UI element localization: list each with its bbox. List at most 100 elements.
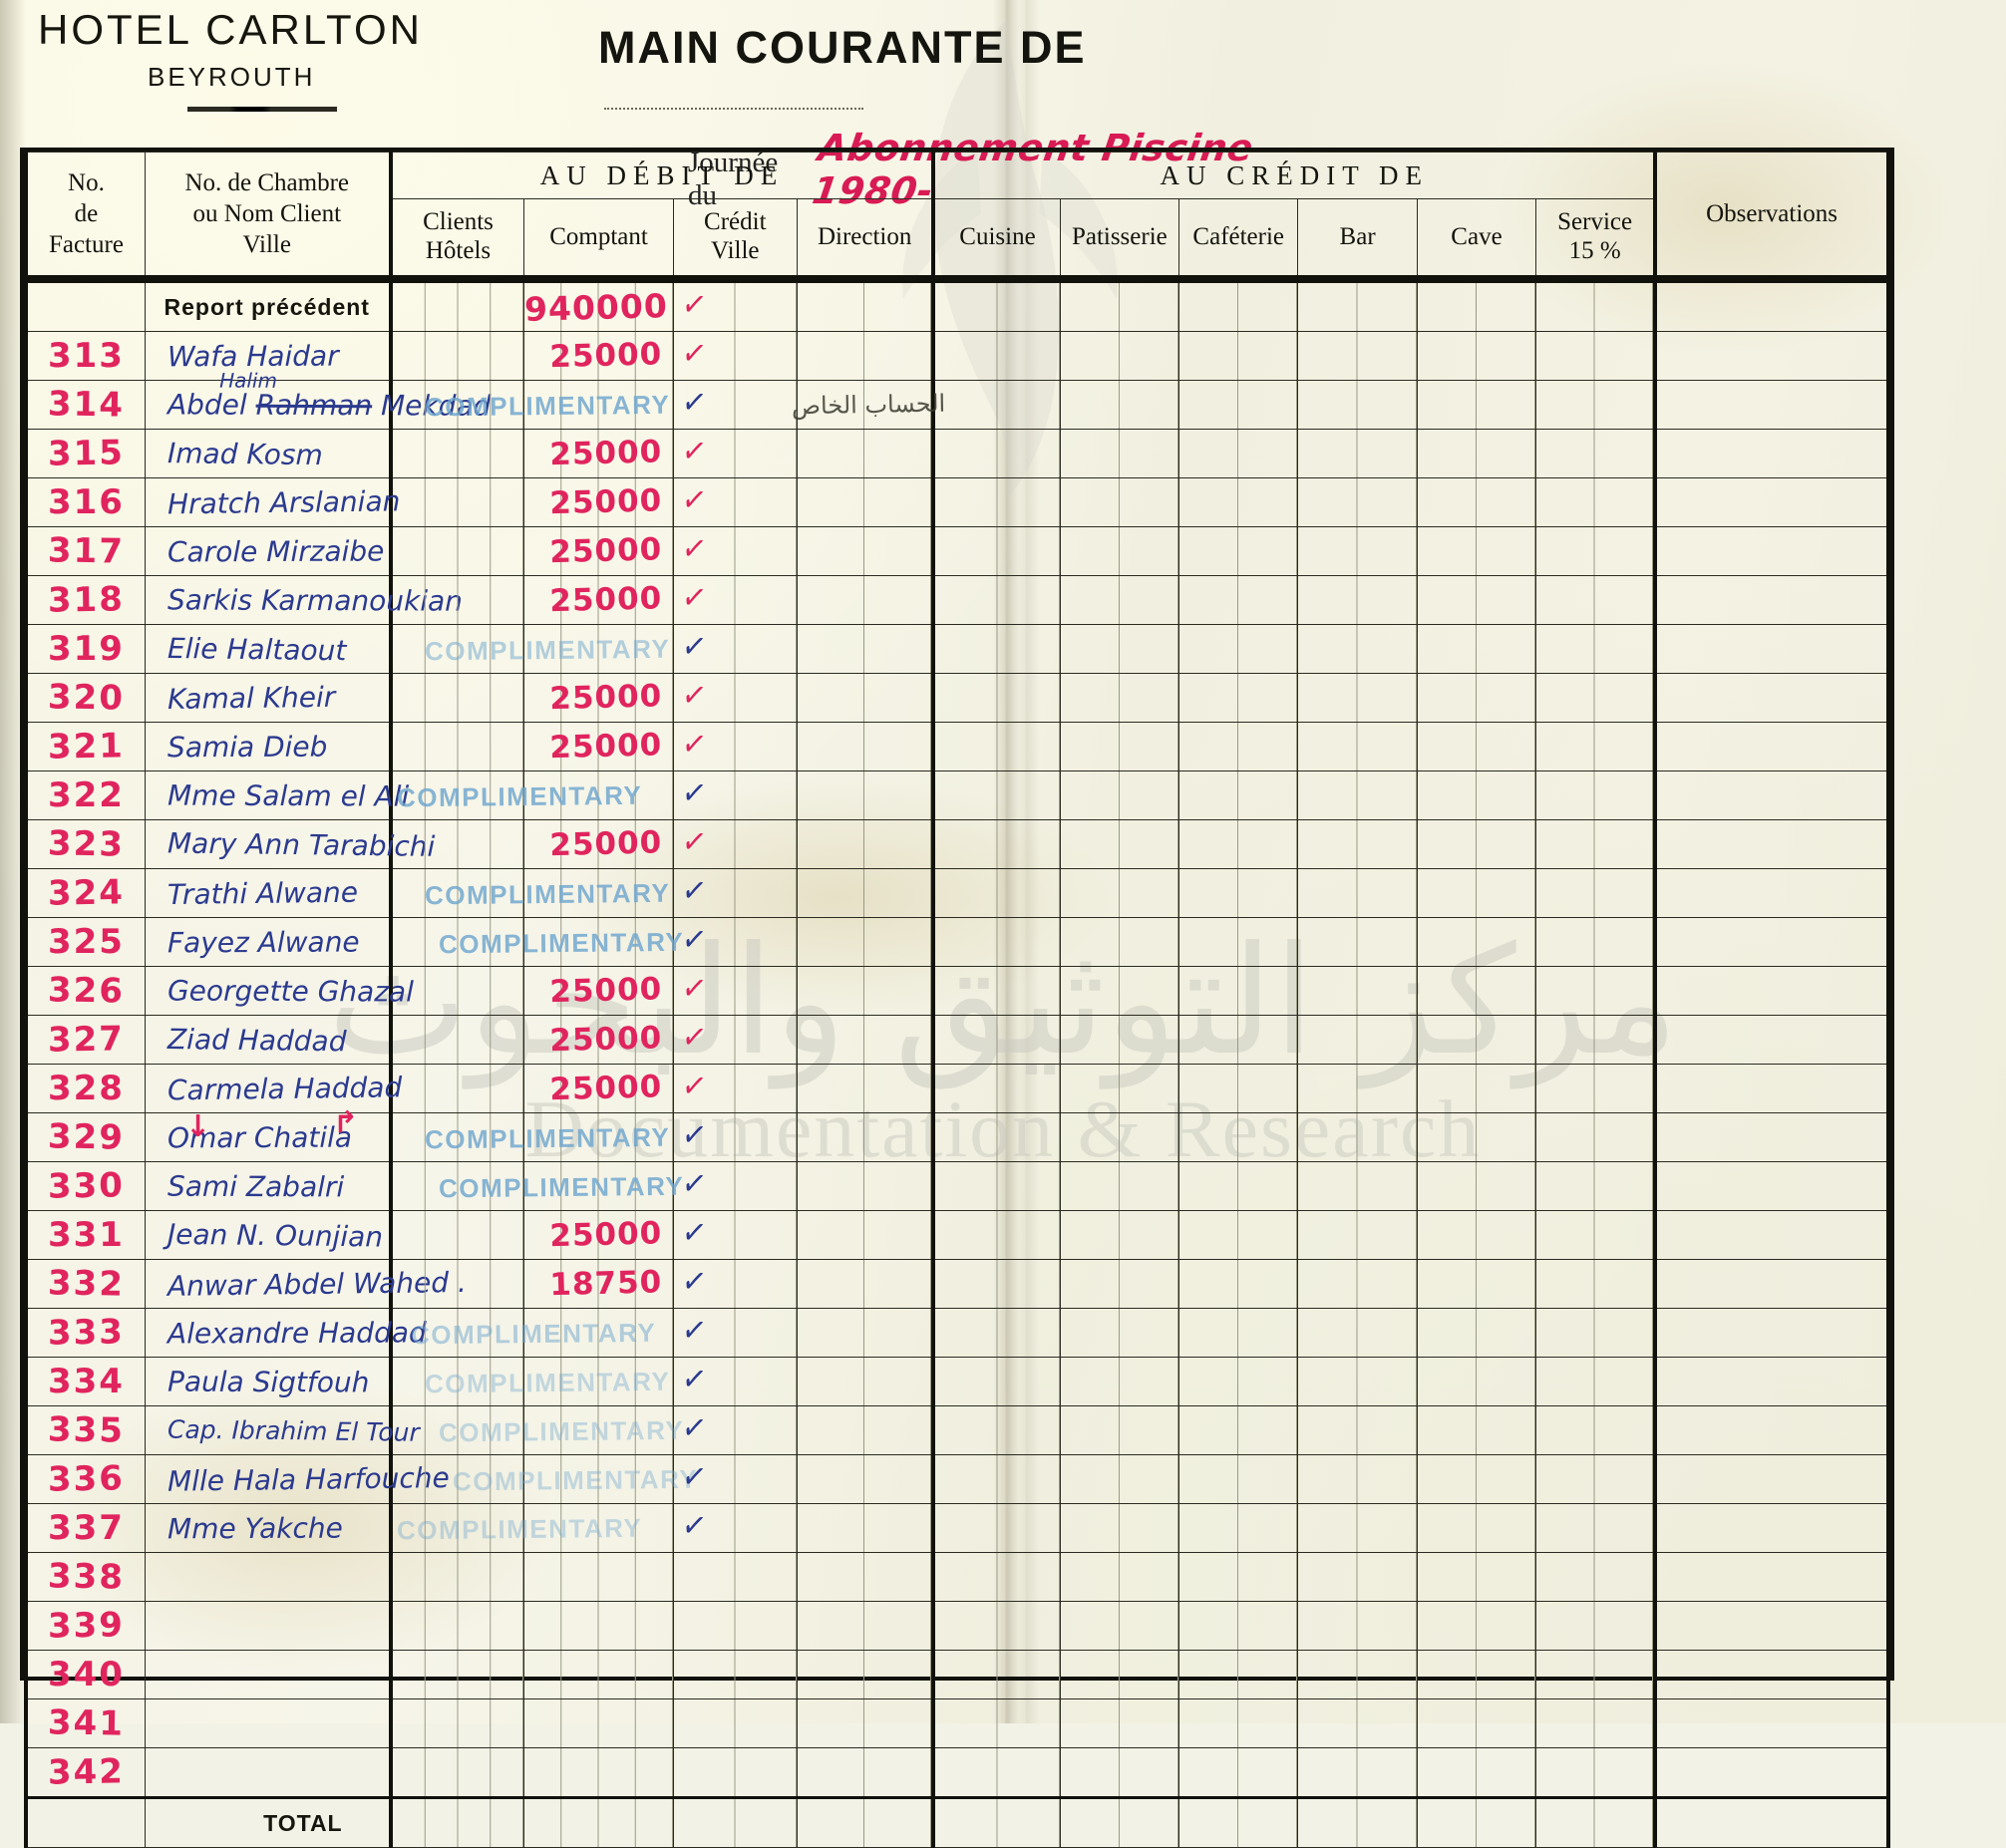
- cell-cave: [1416, 624, 1537, 674]
- cell-service: [1535, 1015, 1658, 1065]
- cell-cuisine: [932, 1698, 1061, 1748]
- cell-credit-ville: ✓: [672, 331, 798, 381]
- cell-cuisine: [932, 1015, 1061, 1065]
- table-row[interactable]: 331 Jean N. Ounjian 25000 ✓: [23, 1210, 1890, 1260]
- invoice-number: 339: [47, 1605, 126, 1647]
- cell-patisserie: [1059, 722, 1180, 771]
- comptant-amount: 25000: [549, 1020, 664, 1060]
- cell-service: [1535, 280, 1658, 332]
- table-row[interactable]: Report précédent 940000 ✓: [23, 280, 1890, 332]
- table-row[interactable]: 322 Mme Salam el Ali COMPLIMENTARY ✓: [23, 770, 1890, 820]
- cell-service: [1535, 1308, 1658, 1358]
- table-row[interactable]: 337 Mme Yakche COMPLIMENTARY ✓: [23, 1503, 1890, 1553]
- cell-comptant: [523, 1601, 674, 1651]
- table-row[interactable]: 319 Elie Haltaout COMPLIMENTARY ✓: [23, 624, 1890, 674]
- cell-invoice-number: 328: [23, 1064, 146, 1113]
- invoice-number: 317: [47, 530, 126, 572]
- col-header-cave: Cave: [1416, 198, 1537, 278]
- table-row[interactable]: 342: [23, 1747, 1890, 1798]
- cell-invoice-number: 323: [23, 819, 146, 869]
- cell-direction: [796, 526, 936, 576]
- table-row[interactable]: 320 Kamal Kheir 25000 ✓: [23, 673, 1890, 723]
- table-row[interactable]: 323 Mary Ann Tarabichi 25000 ✓: [23, 819, 1890, 869]
- ledger-rows: Report précédent 940000 ✓ 313 Wafa Haidar 250…: [23, 280, 1890, 1798]
- cell-patisserie: [1059, 429, 1180, 478]
- cell-direction: [796, 1503, 936, 1553]
- table-row[interactable]: 325 Fayez Alwane COMPLIMENTARY ✓: [23, 917, 1890, 967]
- cell-cuisine: [932, 1405, 1061, 1455]
- cell-invoice-number: 318: [23, 575, 146, 625]
- cell-observations: [1654, 477, 1890, 527]
- table-row[interactable]: 330 Sami Zabalri COMPLIMENTARY ✓: [23, 1161, 1890, 1211]
- col-header-clients-hotels: Clients Hôtels: [390, 198, 525, 278]
- table-row[interactable]: 338: [23, 1552, 1890, 1602]
- table-row[interactable]: 315 Imad Kosm 25000 ✓: [23, 429, 1890, 478]
- client-name: Jean N. Ounjian: [167, 1217, 384, 1254]
- correction-arrow-down-icon: ↓: [184, 1109, 211, 1144]
- cell-cave: [1416, 917, 1537, 967]
- cell-cave: [1416, 1454, 1537, 1504]
- table-row[interactable]: 326 Georgette Ghazal 25000 ✓: [23, 966, 1890, 1016]
- cell-client-name: Paula Sigtfouh: [144, 1357, 393, 1406]
- table-row[interactable]: 329 Omar Chatila ↓ ↱ COMPLIMENTARY ✓: [23, 1105, 1890, 1162]
- cell-cave: [1416, 966, 1537, 1016]
- invoice-number: 341: [47, 1702, 126, 1744]
- table-row[interactable]: 339: [23, 1601, 1890, 1651]
- cell-clients-hotels: COMPLIMENTARY: [390, 1405, 684, 1455]
- cell-comptant: [523, 624, 674, 674]
- table-row[interactable]: 335 Cap. Ibrahim El Tour COMPLIMENTARY ✓: [23, 1405, 1890, 1455]
- cell-patisserie: [1059, 917, 1180, 967]
- cell-clients-hotels: COMPLIMENTARY: [390, 1503, 642, 1553]
- table-row[interactable]: 333 Alexandre Haddad COMPLIMENTARY ✓: [23, 1308, 1890, 1358]
- table-row[interactable]: 340: [23, 1650, 1890, 1699]
- cell-cafeterie: [1178, 1015, 1299, 1065]
- cell-credit-ville: ✓: [672, 966, 798, 1016]
- client-name: Elie Haltaout: [167, 631, 347, 667]
- col-header-credit-ville-l1: Crédit: [704, 208, 767, 236]
- group-header-debit: AU DÉBIT DE: [390, 152, 936, 199]
- cell-observations: [1654, 1405, 1890, 1455]
- cell-direction: [796, 1161, 936, 1211]
- cell-client-name: Hratch Arslanian: [144, 477, 400, 527]
- table-row[interactable]: 334 Paula Sigtfouh COMPLIMENTARY ✓: [23, 1357, 1890, 1406]
- table-row[interactable]: 341: [23, 1698, 1890, 1748]
- cell-clients-hotels: [390, 1601, 525, 1651]
- table-row[interactable]: 321 Samia Dieb 25000 ✓: [23, 722, 1890, 771]
- cell-service: [1535, 1161, 1658, 1211]
- col-header-bar: Bar: [1297, 198, 1418, 278]
- table-row[interactable]: 317 Carole Mirzaibe 25000 ✓: [23, 526, 1890, 576]
- cell-cafeterie: [1178, 1747, 1299, 1798]
- cell-cafeterie: [1178, 819, 1299, 869]
- table-row[interactable]: 318 Sarkis Karmanoukian 25000 ✓: [23, 575, 1890, 625]
- client-name: Kamal Kheir: [167, 680, 336, 716]
- cell-credit-ville: ✓: [672, 770, 798, 820]
- client-name: Carole Mirzaibe: [167, 533, 385, 568]
- cell-comptant: [523, 917, 674, 967]
- cell-invoice-number: 332: [23, 1259, 146, 1309]
- cell-cafeterie: [1178, 280, 1299, 332]
- table-row[interactable]: 313 Wafa Haidar 25000 ✓: [23, 331, 1890, 381]
- table-row[interactable]: 316 Hratch Arslanian 25000 ✓: [23, 477, 1890, 527]
- cell-patisserie: [1059, 1210, 1180, 1260]
- cell-invoice-number: 338: [23, 1552, 146, 1602]
- cell-clients-hotels: [390, 1210, 525, 1260]
- table-row[interactable]: 314 Abdel Rahman MekdadHalimCOMPLIMENTARY…: [23, 368, 1890, 430]
- cell-client-name: [144, 1698, 393, 1748]
- table-row[interactable]: 327 Ziad Haddad 25000 ✓: [23, 1015, 1890, 1065]
- cell-cave: [1416, 1552, 1537, 1602]
- table-row[interactable]: 336 Mlle Hala Harfouche COMPLIMENTARY ✓: [23, 1454, 1890, 1504]
- invoice-number: 325: [47, 922, 125, 962]
- cell-comptant: 25000: [523, 331, 674, 381]
- title-fill-line: [604, 74, 863, 110]
- cell-bar: [1297, 770, 1418, 820]
- table-row[interactable]: 332 Anwar Abdel Wahed . 18750 ✓: [23, 1259, 1890, 1309]
- cell-invoice-number: [23, 280, 146, 332]
- col-header-cuisine: Cuisine: [932, 198, 1061, 278]
- col-header-invoice-l3: Facture: [48, 231, 124, 259]
- table-row[interactable]: 324 Trathi Alwane COMPLIMENTARY ✓: [23, 868, 1890, 918]
- table-row[interactable]: 328 Carmela Haddad 25000 ✓: [23, 1064, 1890, 1113]
- cell-invoice-number: 341: [23, 1698, 146, 1748]
- cell-credit-ville: [672, 1650, 798, 1699]
- cell-service: [1535, 1747, 1658, 1798]
- col-header-client-l3: Ville: [242, 231, 291, 259]
